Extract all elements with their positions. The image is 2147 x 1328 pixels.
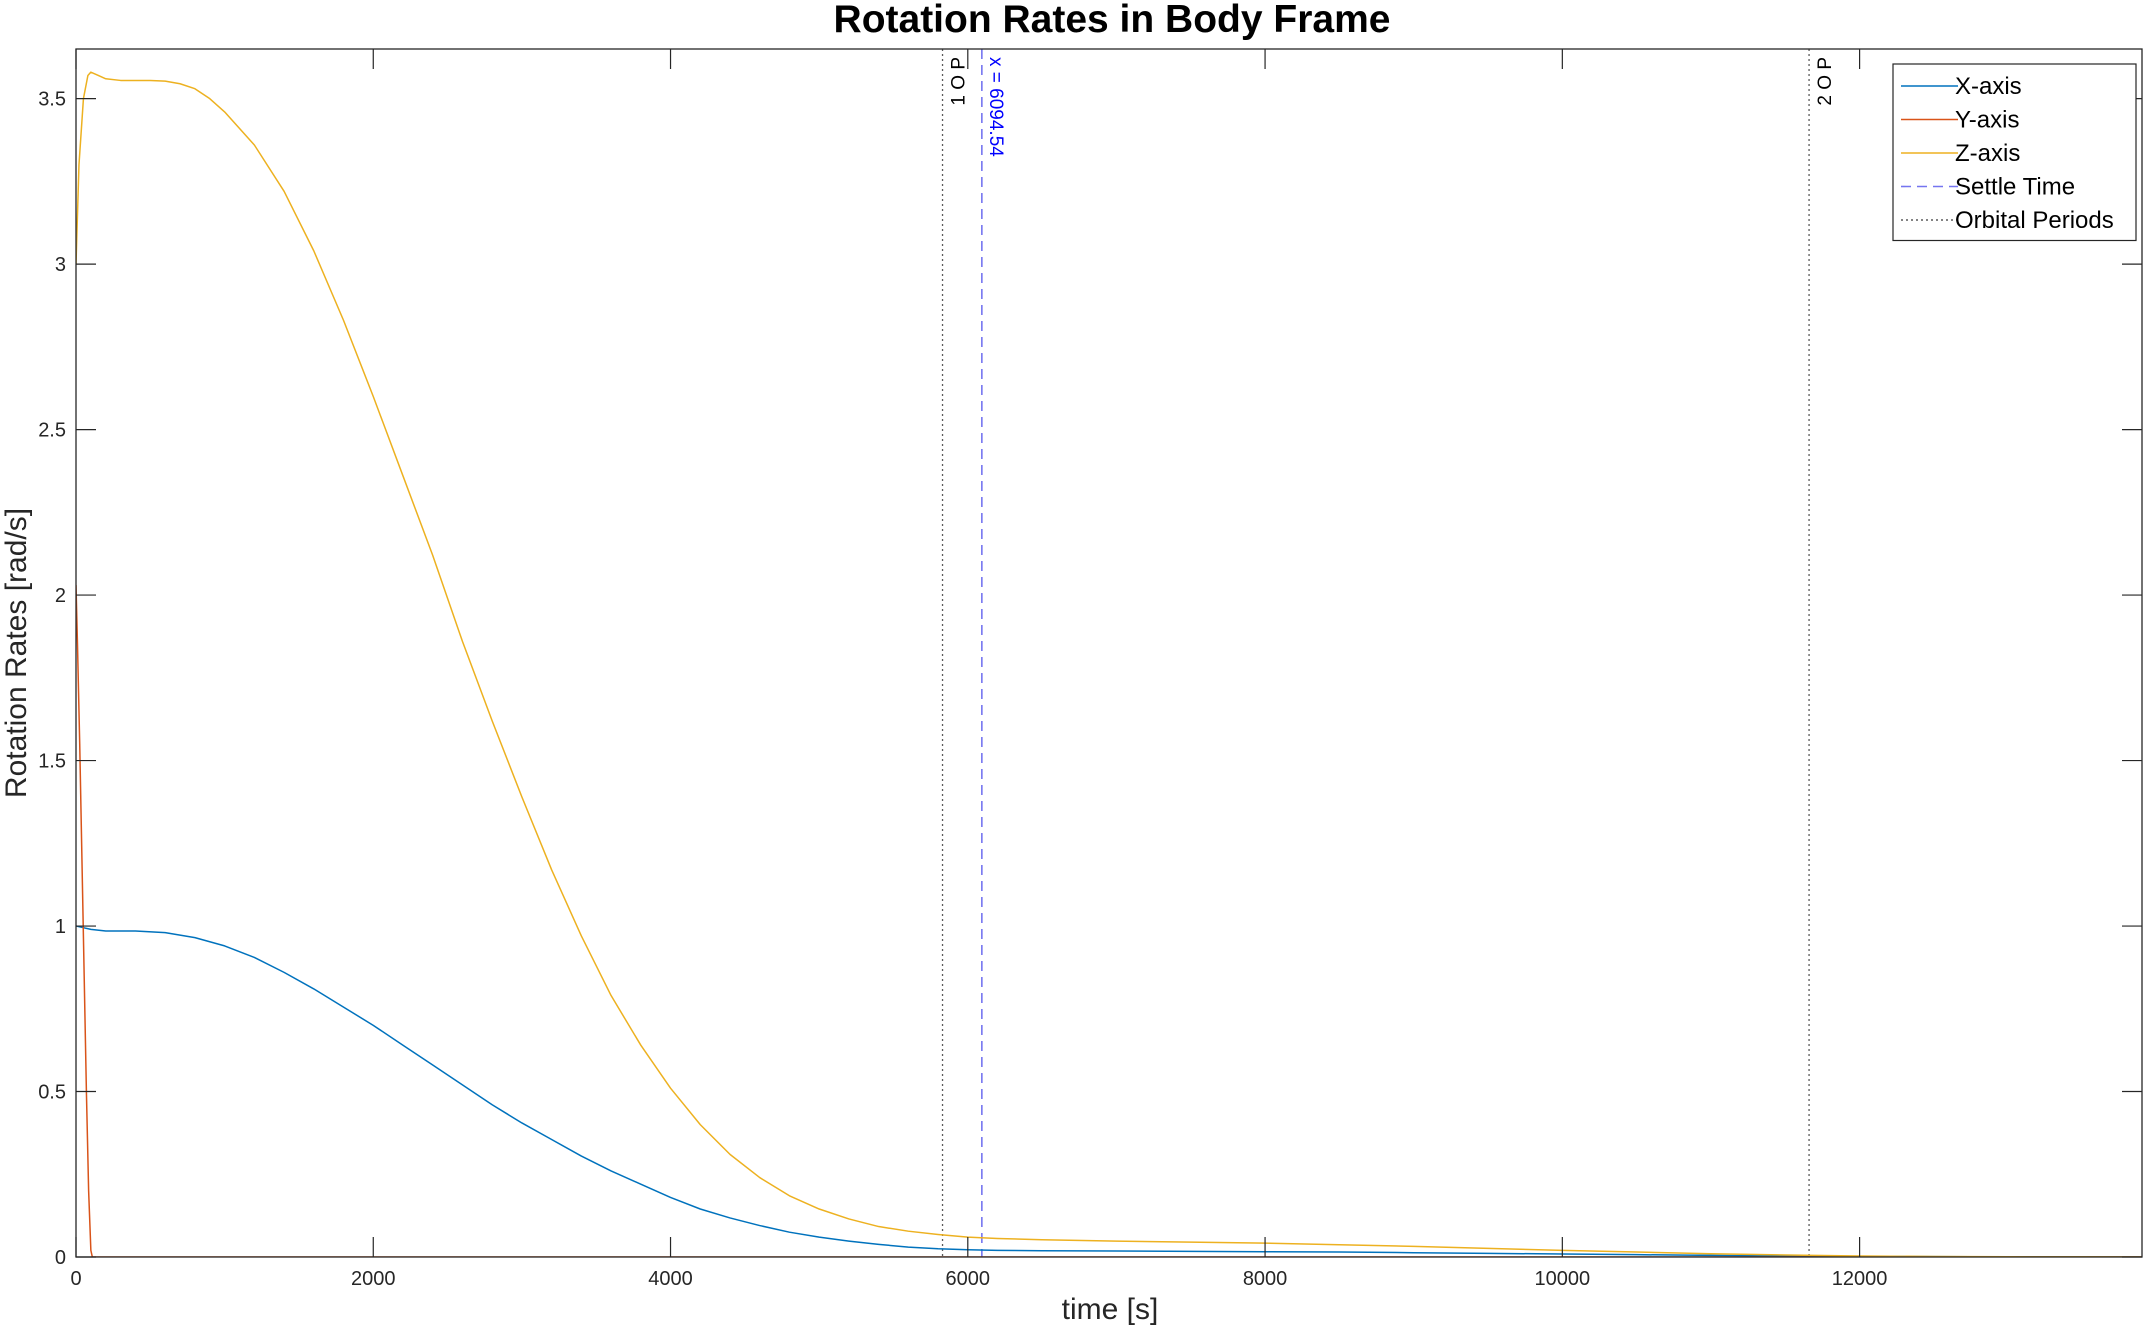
- plot-box: [75, 48, 2143, 1258]
- y-tick-label: 0.5: [38, 1082, 66, 1104]
- y-tick-label: 1: [55, 916, 66, 938]
- x-tick-label: 8000: [1243, 1268, 1288, 1290]
- legend-label-y-axis: Y-axis: [1955, 107, 2019, 134]
- x-tick-label: 2000: [351, 1268, 396, 1290]
- y-tick-label: 1.5: [38, 751, 66, 773]
- series-line-y-axis: [76, 585, 2142, 1257]
- y-tick-label: 2: [55, 585, 66, 607]
- chart-title: Rotation Rates in Body Frame: [834, 0, 1391, 41]
- plot-area: [76, 49, 2142, 1257]
- series-line-x-axis: [76, 925, 2142, 1257]
- legend-label-z-axis: Z-axis: [1955, 140, 2020, 167]
- axis-ticks: 0 2000 4000 6000 8000 10000 12000 0 0.5 1 1.5 2 2.5 3…: [38, 49, 2142, 1290]
- legend-label-x-axis: X-axis: [1955, 73, 2022, 100]
- x-tick-label: 0: [70, 1268, 81, 1290]
- y-tick-label: 3.5: [38, 89, 66, 111]
- plot-content: [76, 49, 2142, 1257]
- y-tick-label: 3: [55, 254, 66, 276]
- y-axis-label: Rotation Rates [rad/s]: [0, 508, 33, 798]
- y-tick-label: 2.5: [38, 420, 66, 442]
- x-tick-label: 12000: [1832, 1268, 1888, 1290]
- vline-label-x-6094-54: x = 6094.54: [985, 57, 1006, 157]
- x-axis-label: time [s]: [1062, 1293, 1159, 1326]
- vline-label-1-o-p: 1 O P: [949, 57, 970, 106]
- legend-label-settle-time: Settle Time: [1955, 174, 2075, 201]
- y-tick-label: 0: [55, 1247, 66, 1269]
- vline-labels: x = 6094.54 1 O P 2 O P: [949, 57, 1837, 157]
- x-tick-label: 6000: [946, 1268, 991, 1290]
- x-tick-label: 4000: [648, 1268, 693, 1290]
- x-tick-label: 10000: [1535, 1268, 1591, 1290]
- series-line-z-axis: [76, 71, 2142, 1257]
- vline-label-2-o-p: 2 O P: [1815, 57, 1836, 106]
- legend: X-axis Y-axis Z-axis Settle Time Orbital Per…: [1892, 63, 2137, 242]
- legend-label-orbital-periods: Orbital Periods: [1955, 207, 2114, 234]
